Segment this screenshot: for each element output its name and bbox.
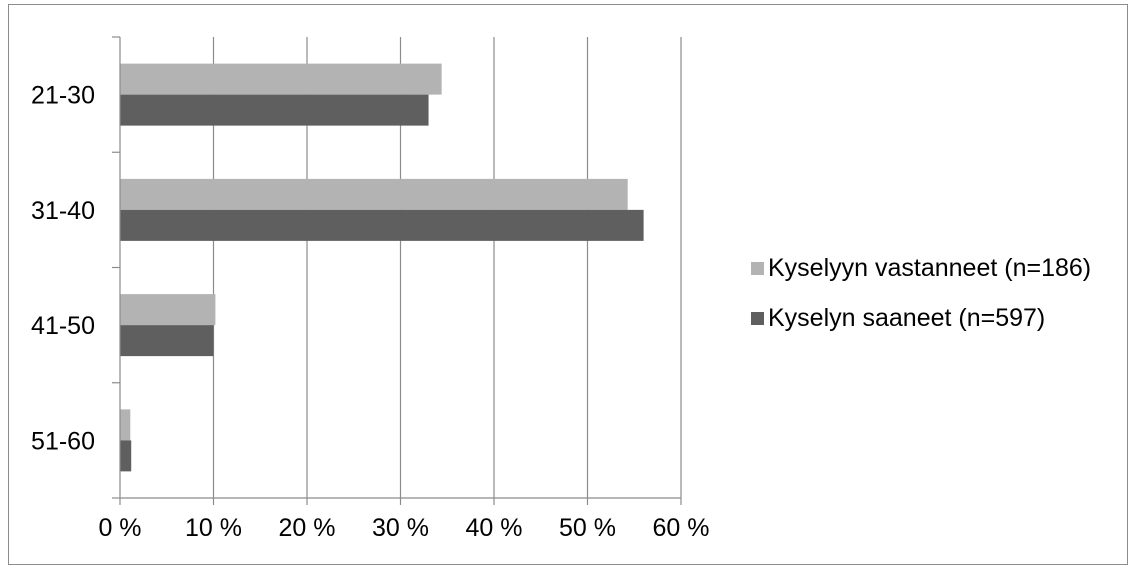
bar-21-30-series-0 (120, 63, 442, 95)
axes (112, 36, 682, 505)
bars (120, 63, 644, 472)
y-tick-label-2: 41-50 (31, 312, 95, 340)
y-tick-label-1: 31-40 (31, 197, 95, 225)
legend-swatch-saaneet (751, 311, 764, 325)
legend-label-saaneet: Kyselyn saaneet (n=597) (768, 303, 1046, 332)
bar-31-40-series-0 (120, 178, 628, 210)
x-tick-label-1: 10 % (185, 514, 242, 542)
bar-51-60-series-0 (120, 409, 131, 441)
y-tick-label-3: 51-60 (31, 427, 95, 455)
bar-41-50-series-0 (120, 294, 216, 326)
legend: Kyselyyn vastanneet (n=186) Kyselyn saan… (751, 250, 1091, 350)
x-tick-label-3: 30 % (372, 514, 429, 542)
x-tick-label-6: 60 % (653, 514, 710, 542)
y-tick-label-0: 21-30 (31, 82, 95, 110)
bar-51-60-series-1 (120, 440, 132, 472)
legend-item-vastanneet: Kyselyyn vastanneet (n=186) (751, 250, 1091, 286)
bar-41-50-series-1 (120, 325, 214, 357)
x-tick-label-4: 40 % (466, 514, 523, 542)
legend-label-vastanneet: Kyselyyn vastanneet (n=186) (768, 253, 1092, 282)
bar-31-40-series-1 (120, 209, 644, 241)
legend-item-saaneet: Kyselyn saaneet (n=597) (751, 300, 1091, 336)
x-tick-label-5: 50 % (559, 514, 616, 542)
legend-swatch-vastanneet (751, 261, 764, 275)
x-tick-label-0: 0 % (98, 514, 141, 542)
bar-21-30-series-1 (120, 94, 429, 126)
tick-labels: 0 % 10 % 20 % 30 % 40 % 50 % 60 % 21-30 31-40 41-… (31, 82, 709, 542)
x-tick-label-2: 20 % (279, 514, 336, 542)
